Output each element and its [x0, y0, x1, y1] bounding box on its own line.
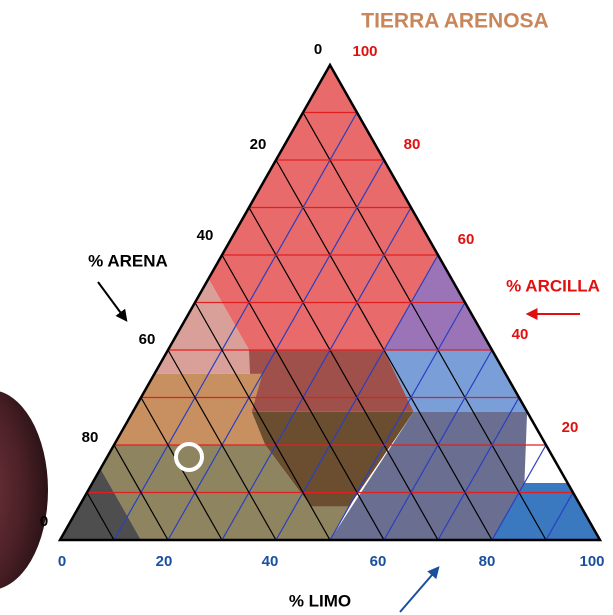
- sand-tick-label: 0: [40, 513, 48, 530]
- sand-tick-label: 20: [250, 136, 267, 153]
- texture-region: [330, 411, 528, 540]
- silt-tick-label: 40: [262, 553, 279, 570]
- sand-grid-line: [86, 492, 115, 541]
- clay-tick-label: 40: [512, 326, 529, 343]
- clay-axis-label: % ARCILLA: [506, 276, 600, 295]
- sand-grid-line: [194, 302, 331, 541]
- texture-region: [492, 483, 600, 540]
- texture-region: [60, 468, 141, 540]
- clay-tick-label: 80: [404, 136, 421, 153]
- sample-marker: [174, 442, 204, 472]
- silt-tick-label: 80: [479, 553, 496, 570]
- silt-grid-line: [383, 349, 493, 541]
- texture-region: [249, 350, 414, 412]
- silt-arrow: [399, 566, 440, 613]
- sand-tick-label: 40: [197, 227, 214, 244]
- silt-tick-label: 20: [156, 553, 173, 570]
- sand-tick-label: 0: [314, 41, 322, 58]
- clay-tick-label: 20: [562, 419, 579, 436]
- title: TIERRA ARENOSA: [361, 10, 548, 33]
- regions: [60, 65, 600, 540]
- triangle-outline: [57, 62, 603, 542]
- silt-tick-label: 100: [579, 553, 604, 570]
- sand-tick-label: 80: [82, 429, 99, 446]
- sand-arrow: [97, 281, 128, 322]
- silt-tick-label: 60: [370, 553, 387, 570]
- texture-region: [114, 373, 266, 445]
- texture-region: [251, 411, 414, 507]
- silt-grid-line: [221, 207, 412, 541]
- clay-tick-label: 60: [458, 231, 475, 248]
- silt-grid-line: [329, 302, 466, 541]
- silt-tick-label: 0: [58, 553, 66, 570]
- soil-sample: [0, 391, 48, 589]
- silt-grid-line: [491, 444, 547, 541]
- silt-grid-line: [545, 492, 574, 541]
- sand-grid-line: [113, 444, 169, 541]
- silt-grid-line: [113, 112, 358, 541]
- clay-tick-label: 100: [352, 43, 377, 60]
- silt-grid-line: [437, 397, 520, 541]
- sand-axis-label: % ARENA: [88, 251, 168, 270]
- sand-grid-line: [302, 112, 547, 541]
- sand-grid-line: [167, 349, 277, 541]
- sand-grid-line: [248, 207, 439, 541]
- sand-tick-label: 60: [139, 331, 156, 348]
- silt-axis-label: % LIMO: [289, 591, 351, 610]
